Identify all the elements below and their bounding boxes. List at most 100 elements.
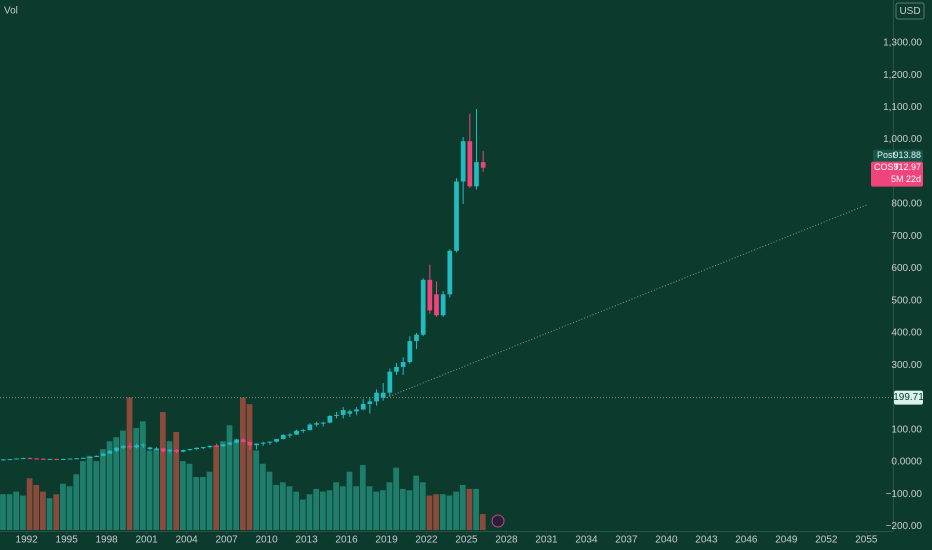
candle-body <box>40 458 46 460</box>
y-tick-label: 500.00 <box>891 295 922 306</box>
candle-body <box>220 444 226 447</box>
price-line-badge <box>894 390 923 405</box>
candle-body <box>327 415 333 423</box>
candle-body <box>420 279 426 335</box>
candle-body <box>7 459 13 461</box>
volume-bar <box>193 477 200 530</box>
candle-body <box>100 453 106 456</box>
volume-bar <box>13 491 20 530</box>
volume-bar <box>299 499 306 530</box>
candle-body <box>374 392 379 402</box>
volume-bar <box>126 397 133 530</box>
x-tick-label: 2007 <box>215 535 238 546</box>
candle-body <box>0 459 6 461</box>
volume-bar <box>466 488 473 530</box>
y-tick-label: 1,200.00 <box>883 70 922 81</box>
volume-bar <box>326 490 333 530</box>
candle-body <box>94 455 99 457</box>
volume-bar <box>46 498 53 530</box>
volume-bar <box>206 471 213 530</box>
volume-bar <box>353 486 359 530</box>
candle-body <box>60 458 66 460</box>
volume-bar <box>279 482 286 530</box>
volume-bar <box>419 482 426 530</box>
volume-bar <box>186 463 193 530</box>
volume-bar <box>439 494 446 530</box>
x-tick-label: 2016 <box>335 535 358 546</box>
candle-body <box>174 449 179 452</box>
currency-box[interactable] <box>895 2 925 20</box>
x-tick-label: 1992 <box>16 535 39 546</box>
volume-bar <box>473 488 479 530</box>
volume-bar <box>113 437 120 530</box>
volume-bar <box>133 427 140 530</box>
y-tick-label: 1,100.00 <box>883 102 922 113</box>
volume-bar <box>53 494 60 530</box>
volume-label: Vol <box>4 6 18 17</box>
candle-body <box>107 450 113 454</box>
volume-bar <box>399 488 406 530</box>
volume-bar <box>66 486 73 530</box>
volume-bar <box>479 514 486 530</box>
y-tick-label: 700.00 <box>891 231 922 242</box>
y-tick-label: 800.00 <box>891 199 922 210</box>
candle-body <box>167 449 173 452</box>
x-tick-label: 2025 <box>455 535 478 546</box>
x-tick-label: 2001 <box>135 535 158 546</box>
volume-bar <box>86 455 93 530</box>
volume-bar <box>453 491 459 530</box>
candle-body <box>47 458 53 460</box>
volume-bar <box>219 441 226 530</box>
x-tick-label: 1995 <box>56 535 79 546</box>
volume-bar <box>246 404 253 530</box>
candle-body <box>287 434 293 436</box>
volume-bar <box>40 491 46 530</box>
x-tick-label: 1998 <box>96 535 119 546</box>
volume-bar <box>173 431 180 530</box>
volume-bar <box>446 495 453 530</box>
candle-body <box>334 414 339 416</box>
events-icon[interactable] <box>491 514 505 528</box>
volume-bar <box>373 491 379 530</box>
volume-bar <box>393 467 399 530</box>
y-tick-label: 600.00 <box>891 263 922 274</box>
candle-body <box>67 458 73 460</box>
volume-bar <box>106 441 113 530</box>
volume-bar <box>339 486 346 530</box>
volume-bar <box>120 430 126 530</box>
volume-bar <box>426 495 433 530</box>
candle-body <box>200 447 206 449</box>
volume-bar <box>406 490 413 530</box>
volume-bar <box>226 425 233 530</box>
candle-body <box>234 439 239 443</box>
x-tick-label: 2013 <box>295 535 318 546</box>
candle-body <box>300 430 306 432</box>
volume-bar <box>306 494 313 530</box>
trend-line <box>386 204 867 399</box>
candle-body <box>320 422 326 424</box>
candle-body <box>187 449 193 451</box>
candle-body <box>280 434 286 440</box>
candle-body <box>414 334 419 342</box>
x-tick-label: 2031 <box>535 535 558 546</box>
candle-body <box>140 444 146 446</box>
candle-body <box>87 456 93 458</box>
candle-body <box>460 141 466 182</box>
x-tick-label: 2022 <box>415 535 438 546</box>
candle-body <box>387 371 393 393</box>
volume-bar <box>293 491 300 530</box>
candle-body <box>114 447 119 451</box>
volume-bar <box>213 445 220 530</box>
volume-bar <box>146 450 153 530</box>
x-tick-label: 2028 <box>495 535 518 546</box>
y-tick-label: 400.00 <box>891 328 922 339</box>
x-tick-label: 2034 <box>575 535 598 546</box>
candle-body <box>14 458 20 460</box>
last-price-badge <box>871 161 923 187</box>
volume-bar <box>359 465 366 530</box>
volume-bar <box>259 463 266 530</box>
candle-body <box>160 448 166 452</box>
volume-bar <box>166 441 173 530</box>
candle-body <box>27 458 33 460</box>
candle-body <box>247 441 253 446</box>
